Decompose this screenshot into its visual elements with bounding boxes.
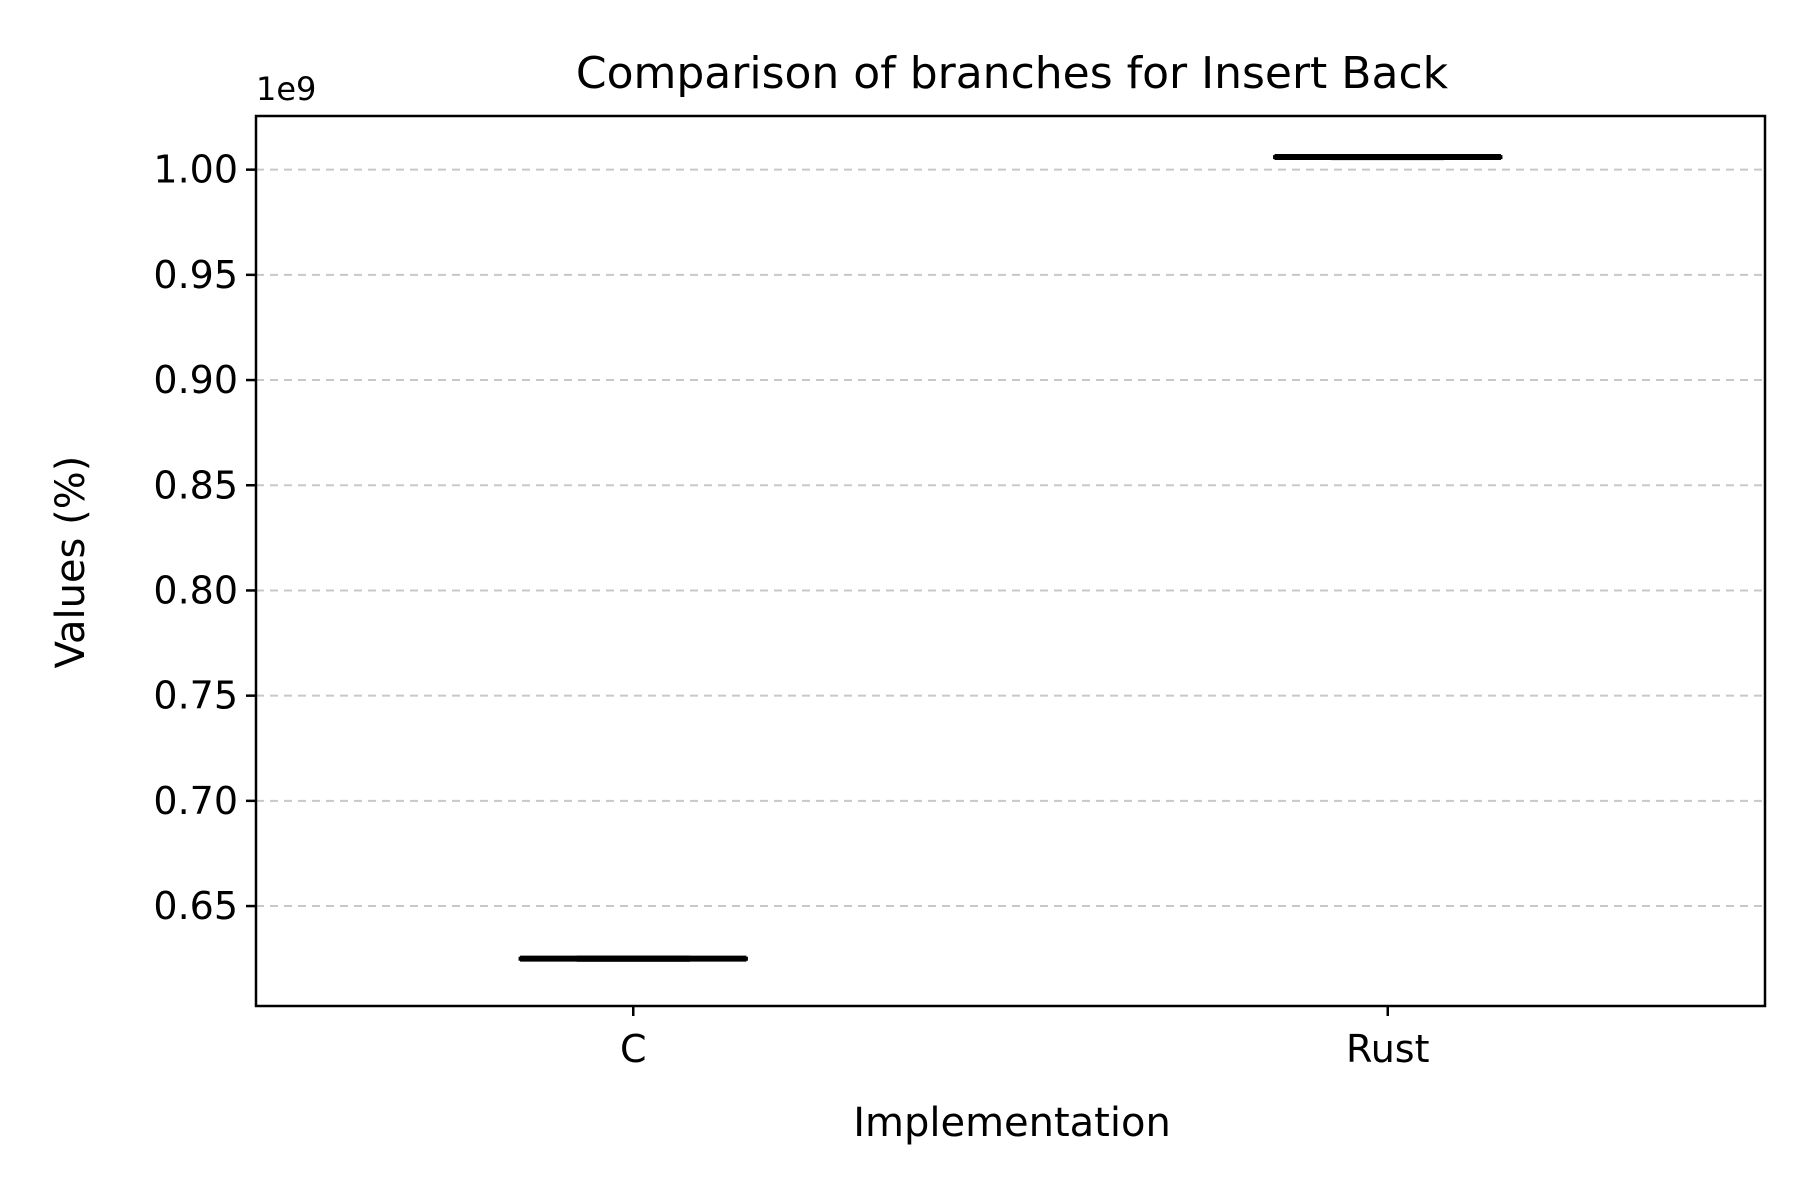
x-tick-label: C <box>620 1027 647 1071</box>
y-tick-label: 0.70 <box>153 779 238 823</box>
boxes <box>518 153 1503 962</box>
y-tick-label: 0.75 <box>153 674 238 718</box>
y-tick-label: 0.95 <box>153 253 238 297</box>
y-axis-ticks: 0.65 0.70 0.75 0.80 0.85 0.90 0.95 1.00 <box>153 148 256 928</box>
chart-title: Comparison of branches for Insert Back <box>576 48 1449 99</box>
x-tick-label: Rust <box>1346 1027 1429 1071</box>
y-axis-offset-label: 1e9 <box>256 70 316 108</box>
plot-area-frame <box>254 114 1767 1008</box>
y-tick-label: 1.00 <box>153 148 238 192</box>
x-axis-ticks: C Rust <box>620 1006 1429 1071</box>
y-gridlines <box>256 168 1765 908</box>
y-axis-label: Values (%) <box>48 456 94 669</box>
x-axis-label: Implementation <box>853 1100 1171 1146</box>
y-tick-label: 0.65 <box>153 884 238 928</box>
y-tick-label: 0.85 <box>153 463 238 507</box>
y-tick-label: 0.80 <box>153 568 238 612</box>
y-tick-label: 0.90 <box>153 358 238 402</box>
